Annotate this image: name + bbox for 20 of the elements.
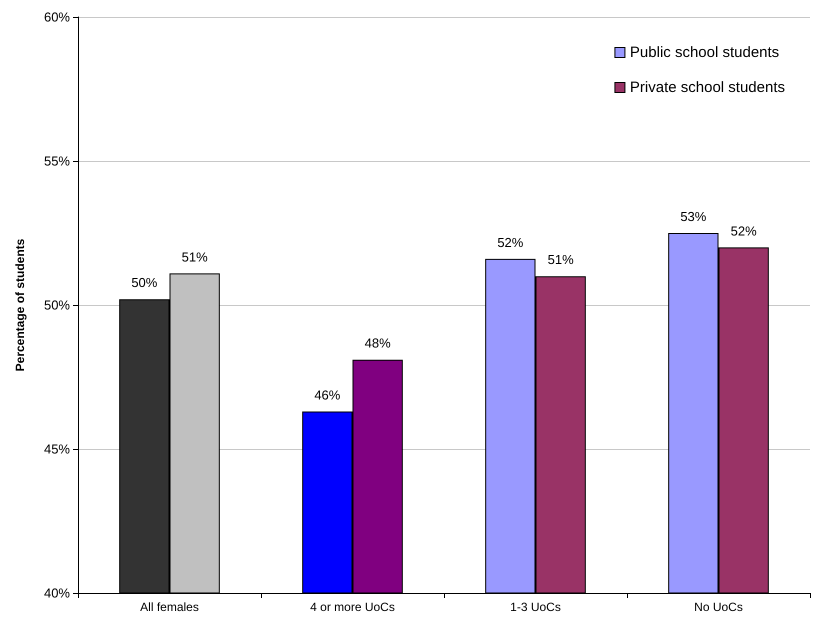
data-label: 51% xyxy=(548,252,574,268)
legend-label: Public school students xyxy=(630,44,780,61)
y-axis-title: Percentage of students xyxy=(13,238,27,372)
y-tick-label: 55% xyxy=(44,154,70,168)
data-label: 48% xyxy=(364,336,392,351)
data-label: 53% xyxy=(680,209,707,224)
x-tick-label: No UoCs xyxy=(694,600,743,614)
x-tick-label: All females xyxy=(140,600,199,614)
data-label: 51% xyxy=(182,249,208,264)
y-tick-label: 50% xyxy=(44,298,70,312)
data-label: 46% xyxy=(314,388,341,403)
x-tick-label: 4 or more UoCs xyxy=(310,600,395,614)
y-tick-label: 45% xyxy=(44,442,70,456)
y-tick-label: 40% xyxy=(44,586,70,600)
data-label: 52% xyxy=(497,234,524,250)
data-label: 52% xyxy=(730,223,758,238)
y-tick-label: 60% xyxy=(44,10,70,24)
x-tick-label: 1-3 UoCs xyxy=(510,600,561,614)
legend-label: Private school students xyxy=(630,79,786,96)
data-label: 50% xyxy=(131,275,158,290)
